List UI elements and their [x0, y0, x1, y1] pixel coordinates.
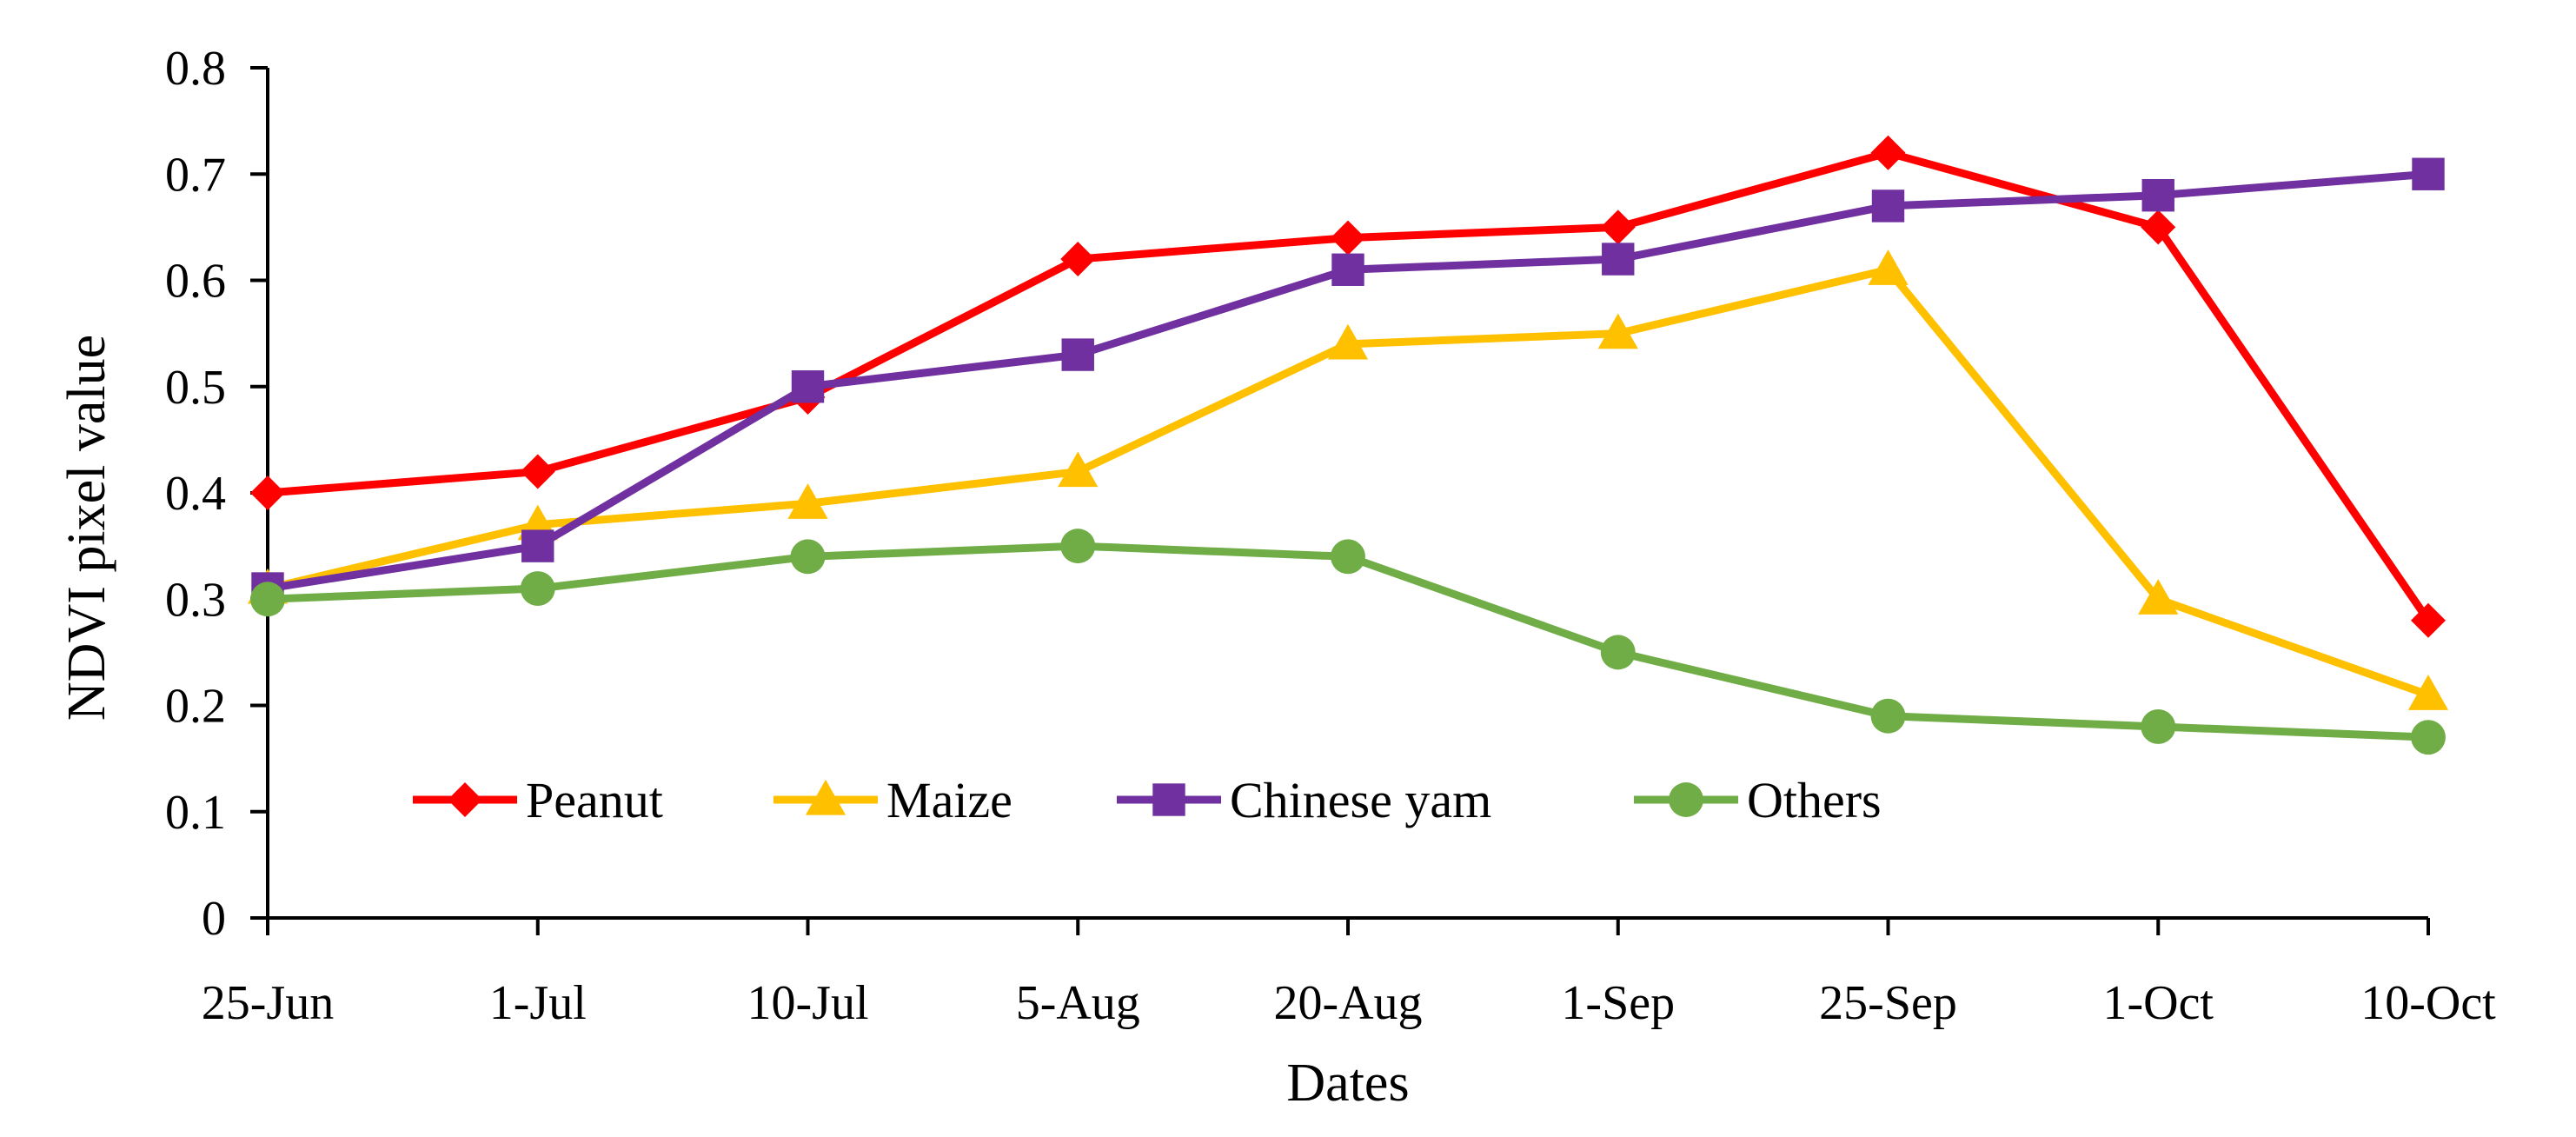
others-point	[2141, 709, 2176, 744]
peanut-point	[1060, 242, 1096, 277]
y-tick-label: 0.7	[165, 148, 226, 202]
legend-swatch-marker	[448, 782, 482, 817]
peanut-point	[250, 475, 285, 510]
legend-item-chinese-yam: Chinese yam	[1117, 772, 1491, 828]
y-tick-label: 0.5	[165, 361, 226, 415]
maize-point	[1058, 451, 1099, 488]
chinese-yam-point	[1602, 243, 1635, 276]
chinese-yam-point	[791, 370, 825, 403]
others-point	[1600, 635, 1636, 670]
maize-point	[1327, 323, 1369, 360]
others-point	[790, 539, 826, 575]
x-tick-label: 1-Jul	[489, 976, 587, 1030]
maize-point	[1868, 249, 1909, 285]
legend-swatch-marker	[805, 779, 846, 815]
legend-label: Others	[1747, 772, 1882, 828]
legend-swatch-marker	[1669, 782, 1703, 817]
legend-item-maize: Maize	[773, 772, 1012, 828]
series-chinese-yam	[251, 157, 2445, 605]
others-line	[267, 542, 2429, 741]
maize-point	[1597, 313, 1638, 349]
legend-label: Peanut	[526, 772, 663, 828]
others-point	[2411, 720, 2446, 755]
y-tick-label: 0.2	[165, 680, 226, 734]
x-tick-label: 10-Oct	[2360, 976, 2496, 1030]
x-tick-label: 25-Sep	[1819, 976, 1957, 1030]
y-tick-label: 0	[202, 892, 226, 946]
maize-point	[787, 483, 828, 519]
x-tick-label: 10-Jul	[747, 976, 869, 1030]
peanut-point	[2141, 209, 2176, 245]
chinese-yam-point	[2141, 179, 2174, 212]
x-ticks: 25-Jun 1-Jul 10-Jul 5-Aug 20-Aug 1-Sep 25-Sep 1…	[202, 918, 2496, 1030]
y-tick-label: 0.6	[165, 255, 226, 309]
legend-swatch-marker	[1152, 783, 1185, 816]
peanut-point	[1331, 220, 1365, 256]
x-tick-label: 1-Sep	[1561, 976, 1675, 1030]
chinese-yam-point	[1871, 190, 1905, 223]
others-point	[1870, 698, 1906, 734]
x-tick-label: 1-Oct	[2102, 976, 2214, 1030]
peanut-point	[2411, 602, 2446, 638]
chinese-yam-point	[1061, 338, 1094, 371]
y-tick-label: 0.1	[165, 786, 226, 840]
legend-item-peanut: Peanut	[413, 772, 663, 828]
legend: Peanut Maize Chinese yam Others	[413, 772, 1882, 828]
x-axis-title: Dates	[1286, 1054, 1409, 1113]
y-ticks: 0 0.1 0.2 0.3 0.4 0.5 0.6 0.7 0.8	[165, 42, 268, 946]
series-others	[250, 529, 2446, 755]
y-tick-label: 0.8	[165, 42, 226, 96]
others-point	[250, 582, 285, 617]
others-point	[1331, 539, 1365, 575]
others-point	[520, 571, 555, 606]
y-tick-label: 0.4	[165, 467, 226, 521]
series-layer	[247, 135, 2449, 755]
others-point	[1060, 529, 1096, 564]
y-axis-title: NDVI pixel value	[57, 335, 116, 721]
x-tick-label: 25-Jun	[202, 976, 334, 1030]
chinese-yam-point	[521, 529, 554, 562]
x-tick-label: 5-Aug	[1016, 976, 1140, 1030]
legend-label: Chinese yam	[1230, 772, 1491, 828]
series-maize	[247, 249, 2449, 710]
axes: 0 0.1 0.2 0.3 0.4 0.5 0.6 0.7 0.8 25-Jun 1-Jul 10-…	[165, 42, 2496, 1030]
chinese-yam-point	[1331, 253, 1364, 286]
maize-point	[2407, 675, 2449, 710]
peanut-point	[520, 454, 555, 489]
maize-point	[2138, 579, 2179, 615]
y-tick-label: 0.3	[165, 573, 226, 627]
chinese-yam-point	[2412, 157, 2445, 190]
legend-label: Maize	[886, 772, 1012, 828]
peanut-point	[1870, 135, 1906, 170]
x-tick-label: 20-Aug	[1273, 976, 1422, 1030]
peanut-point	[1600, 209, 1636, 245]
legend-item-others: Others	[1634, 772, 1882, 828]
